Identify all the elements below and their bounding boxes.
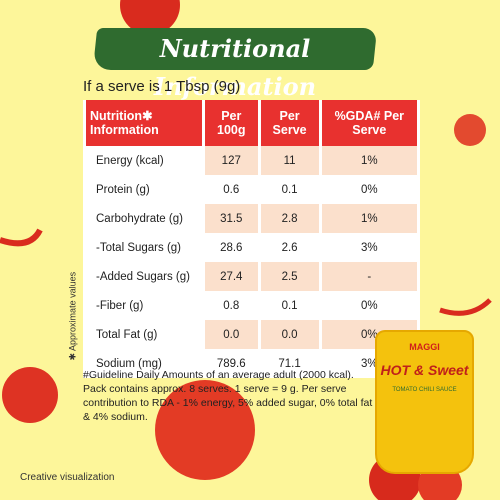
- nutrient-cell: Carbohydrate (g): [96, 212, 183, 225]
- column-header: Per 100g: [205, 100, 258, 146]
- value-cell: 27.4: [205, 262, 258, 291]
- table-row: Sodium (mg) 789.6 71.1 3%: [86, 349, 417, 378]
- header-row: Nutrition✱ Information Per 100g Per Serve%…: [86, 100, 417, 146]
- value-cell: 2.6: [281, 241, 298, 254]
- value-cell: 0.1: [281, 183, 298, 196]
- footnote: #Guideline Daily Amounts of an average a…: [83, 369, 373, 423]
- column-header: Per Serve: [260, 100, 319, 146]
- nutrient-cell: Energy (kcal): [96, 154, 164, 167]
- value-cell: 0.6: [223, 183, 240, 196]
- table-body: Energy (kcal) 127 11 1% Protein (g) 0.6 0.1 0% C…: [86, 146, 417, 378]
- value-cell: 0.1: [281, 299, 298, 312]
- value-cell: 0.0: [205, 320, 258, 349]
- value-cell: 3%: [361, 357, 378, 370]
- value-cell: 0.8: [223, 299, 240, 312]
- table-row: Carbohydrate (g) 31.5 2.8 1%: [86, 204, 417, 233]
- value-cell: 1%: [321, 146, 417, 175]
- value-cell: 0%: [361, 299, 378, 312]
- column-header: %GDA# Per Serve: [321, 100, 417, 146]
- value-cell: 11: [260, 146, 319, 175]
- table-row: Energy (kcal) 127 11 1%: [86, 146, 417, 175]
- table-row: Protein (g) 0.6 0.1 0%: [86, 175, 417, 204]
- value-cell: 1%: [321, 204, 417, 233]
- value-cell: 31.5: [205, 204, 258, 233]
- value-cell: 71.1: [278, 357, 301, 370]
- nutrient-cell: -Added Sugars (g): [96, 270, 190, 283]
- value-cell: 127: [205, 146, 258, 175]
- side-note: ✱ Approximate values: [67, 271, 78, 361]
- subtitle: If a serve is 1 Tbsp (9g): [83, 78, 241, 95]
- nutrient-cell: Sodium (mg): [96, 357, 162, 370]
- title: Nutritional Information: [153, 34, 317, 101]
- product-pack: MAGGI HOT & Sweet TOMATO CHILI SAUCE: [375, 330, 474, 474]
- nutrient-cell: -Total Sugars (g): [96, 241, 182, 254]
- value-cell: 0%: [361, 183, 378, 196]
- value-cell: -: [321, 262, 417, 291]
- nutrient-cell: Total Fat (g): [96, 328, 158, 341]
- nutrient-cell: -Fiber (g): [96, 299, 144, 312]
- value-cell: 2.5: [260, 262, 319, 291]
- product-variant: TOMATO CHILI SAUCE: [392, 387, 457, 393]
- product-brand: MAGGI: [409, 342, 440, 352]
- nutrient-cell: Protein (g): [96, 183, 150, 196]
- table-row: -Fiber (g) 0.8 0.1 0%: [86, 291, 417, 320]
- disclaimer: Creative visualization: [20, 472, 115, 483]
- table-row: Total Fat (g) 0.0 0.0 0%: [86, 320, 417, 349]
- value-cell: 3%: [361, 241, 378, 254]
- table-row: -Total Sugars (g) 28.6 2.6 3%: [86, 233, 417, 262]
- column-header: Nutrition✱ Information: [86, 100, 202, 146]
- nutrition-table: Nutrition✱ Information Per 100g Per Serve%…: [83, 100, 420, 378]
- value-cell: 2.8: [260, 204, 319, 233]
- product-name: HOT & Sweet: [380, 362, 469, 378]
- value-cell: 789.6: [216, 357, 246, 370]
- table-row: -Added Sugars (g) 27.4 2.5-: [86, 262, 417, 291]
- value-cell: 28.6: [220, 241, 243, 254]
- value-cell: 0.0: [260, 320, 319, 349]
